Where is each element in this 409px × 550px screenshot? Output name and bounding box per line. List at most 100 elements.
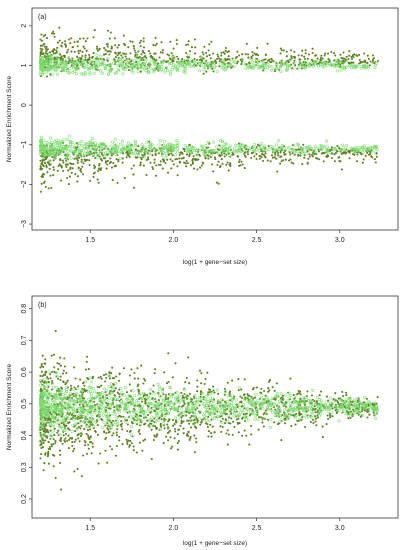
open-point-a-350 bbox=[219, 148, 223, 152]
solid-point-a-1196 bbox=[358, 58, 361, 62]
open-point-b-563 bbox=[87, 397, 91, 401]
open-point-a-552 bbox=[145, 140, 149, 144]
open-point-b-180 bbox=[94, 420, 98, 424]
open-point-a-86 bbox=[113, 137, 117, 141]
open-point-a-780 bbox=[92, 71, 96, 75]
solid-point-b-318 bbox=[57, 368, 60, 371]
open-point-a-954 bbox=[114, 148, 118, 152]
solid-point-a-352 bbox=[92, 175, 95, 178]
open-point-a-399 bbox=[78, 151, 82, 155]
open-point-a-998 bbox=[304, 63, 308, 67]
open-point-b-235 bbox=[187, 396, 191, 400]
solid-point-b-1168 bbox=[66, 396, 69, 399]
open-point-b-555 bbox=[43, 401, 47, 405]
open-point-a-637 bbox=[127, 62, 131, 66]
open-point-b-694 bbox=[345, 397, 349, 401]
solid-point-b-390 bbox=[239, 395, 242, 398]
open-point-a-182 bbox=[246, 64, 250, 68]
solid-point-a-686 bbox=[123, 176, 126, 180]
solid-point-a-1102 bbox=[152, 44, 155, 47]
solid-point-b-156 bbox=[53, 434, 56, 437]
solid-point-a-444 bbox=[92, 36, 95, 39]
solid-point-b-368 bbox=[79, 378, 82, 381]
open-point-b-396 bbox=[349, 405, 353, 409]
open-point-a-907 bbox=[259, 64, 263, 69]
solid-point-a-1064 bbox=[61, 159, 64, 162]
open-point-b-683 bbox=[373, 401, 377, 405]
open-point-a-221 bbox=[152, 147, 156, 151]
solid-point-a-676 bbox=[272, 60, 275, 63]
solid-point-a-672 bbox=[45, 50, 48, 53]
solid-point-a-1357 bbox=[70, 50, 73, 53]
open-point-a-923 bbox=[47, 54, 51, 58]
solid-point-a-1470 bbox=[42, 35, 45, 38]
open-point-a-644 bbox=[251, 60, 255, 64]
open-point-b-158 bbox=[237, 386, 241, 390]
solid-point-a-604 bbox=[222, 51, 225, 54]
open-point-a-619 bbox=[40, 141, 44, 145]
solid-point-a-1105 bbox=[80, 160, 83, 163]
open-point-a-1040 bbox=[220, 151, 224, 155]
open-point-a-995 bbox=[228, 63, 232, 67]
open-point-b-384 bbox=[334, 398, 338, 402]
solid-point-a-1429 bbox=[126, 153, 129, 156]
open-point-a-649 bbox=[104, 146, 108, 151]
solid-point-a-694 bbox=[255, 157, 258, 161]
solid-point-b-1143 bbox=[67, 427, 70, 430]
solid-point-a-106 bbox=[154, 174, 158, 177]
open-point-b-707 bbox=[105, 422, 110, 426]
solid-point-a-346 bbox=[142, 40, 145, 43]
open-point-a-1021 bbox=[49, 58, 53, 62]
open-point-b-754 bbox=[74, 392, 79, 396]
open-point-a-327 bbox=[224, 153, 228, 157]
solid-point-b-418 bbox=[329, 414, 332, 417]
solid-point-a-238 bbox=[168, 54, 171, 57]
solid-point-b-1118 bbox=[314, 417, 317, 420]
open-point-b-115 bbox=[46, 389, 50, 393]
open-point-a-794 bbox=[236, 143, 240, 148]
solid-point-a-522 bbox=[139, 70, 142, 73]
solid-point-b-448 bbox=[195, 437, 198, 440]
solid-point-a-621 bbox=[274, 153, 277, 156]
solid-point-a-1406 bbox=[142, 46, 146, 49]
solid-point-b-1338 bbox=[243, 429, 246, 432]
solid-point-a-190 bbox=[186, 55, 189, 58]
solid-point-b-216 bbox=[118, 439, 121, 442]
open-point-a-336 bbox=[105, 153, 109, 157]
open-point-b-462 bbox=[318, 410, 322, 414]
solid-point-a-1111 bbox=[134, 51, 137, 54]
open-point-a-57 bbox=[204, 144, 208, 148]
open-point-a-648 bbox=[269, 145, 273, 149]
solid-point-a-87 bbox=[64, 40, 67, 43]
solid-point-b-662 bbox=[164, 398, 167, 401]
solid-point-a-416 bbox=[323, 54, 326, 57]
solid-point-b-876 bbox=[230, 417, 233, 420]
y-tick-label-a-0: −3 bbox=[21, 220, 28, 228]
solid-point-a-504 bbox=[200, 164, 203, 167]
open-point-a-823 bbox=[40, 57, 44, 61]
open-point-b-713 bbox=[41, 423, 46, 427]
solid-point-b-1341 bbox=[61, 372, 64, 375]
open-point-b-801 bbox=[97, 403, 101, 407]
solid-point-a-55 bbox=[161, 167, 164, 170]
solid-point-b-908 bbox=[40, 453, 43, 456]
solid-point-b-1065 bbox=[108, 377, 111, 380]
open-point-a-773 bbox=[146, 152, 150, 156]
open-point-b-575 bbox=[275, 392, 280, 396]
solid-point-a-1058 bbox=[185, 153, 189, 156]
solid-point-a-437 bbox=[73, 157, 76, 160]
solid-point-a-720 bbox=[280, 155, 283, 158]
open-point-a-503 bbox=[262, 144, 266, 148]
open-point-a-587 bbox=[38, 72, 42, 76]
solid-point-a-1262 bbox=[368, 64, 371, 67]
solid-point-a-1231 bbox=[246, 153, 250, 156]
solid-point-a-807 bbox=[351, 54, 354, 57]
open-point-a-560 bbox=[157, 65, 161, 69]
y-tick-label-a-4: 1 bbox=[21, 63, 28, 67]
solid-point-b-1331 bbox=[236, 405, 239, 409]
solid-point-b-197 bbox=[221, 425, 224, 429]
open-point-a-1023 bbox=[323, 60, 327, 64]
open-point-a-851 bbox=[186, 145, 190, 149]
solid-point-b-1344 bbox=[240, 401, 243, 404]
